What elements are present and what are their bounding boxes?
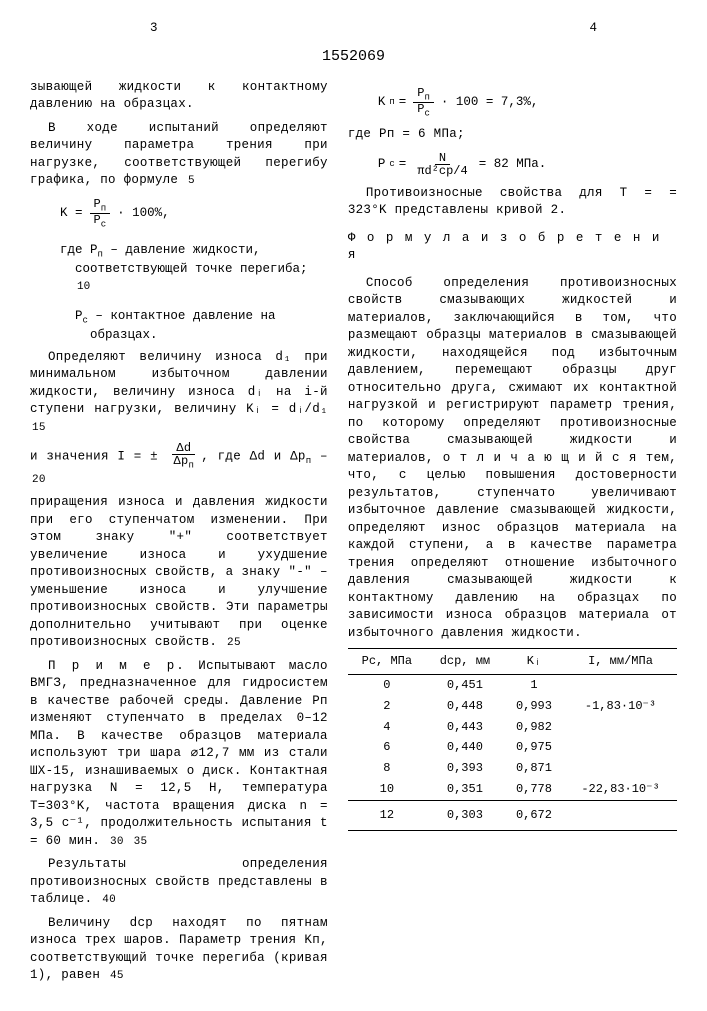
table-cell — [564, 737, 677, 758]
table-cell: 0,440 — [426, 737, 504, 758]
claims-heading: Ф о р м у л а и з о б р е т е н и я — [348, 230, 677, 265]
table-cell — [564, 675, 677, 696]
table-row: 80,3930,871 — [348, 758, 677, 779]
para: зывающей жидкости к контактному давлению… — [30, 79, 328, 114]
table-cell: 0,778 — [504, 779, 564, 800]
table-cell: -1,83·10⁻³ — [564, 696, 677, 717]
para: Противоизносные свойства для Т = = 323°K… — [348, 185, 677, 220]
doc-number: 1552069 — [30, 46, 677, 67]
formula-pc: Pс = N πd²ср/4 = 82 МПа. — [378, 152, 677, 177]
table-cell — [564, 800, 677, 830]
table-header: Kᵢ — [504, 649, 564, 675]
table-cell: 0,672 — [504, 800, 564, 830]
line-marker: 35 — [134, 836, 148, 848]
table-cell: 4 — [348, 717, 426, 738]
table-row: 120,3030,672 — [348, 800, 677, 830]
para: приращения износа и давления жидкости пр… — [30, 494, 328, 652]
line-marker: 30 — [110, 836, 124, 848]
table-cell: 2 — [348, 696, 426, 717]
table-cell: 8 — [348, 758, 426, 779]
table-cell: 0,982 — [504, 717, 564, 738]
line-marker: 45 — [110, 970, 124, 982]
page-num-right: 4 — [589, 20, 597, 38]
table-cell: 0,975 — [504, 737, 564, 758]
two-column-layout: зывающей жидкости к контактному давлению… — [30, 79, 677, 991]
claims-para: Способ определения противоизносных свойс… — [348, 275, 677, 643]
table-cell: 0,448 — [426, 696, 504, 717]
table-cell: 0 — [348, 675, 426, 696]
table-cell: 0,303 — [426, 800, 504, 830]
line-marker: 10 — [77, 281, 90, 293]
para: Определяют величину износа d₁ при минима… — [30, 349, 328, 437]
table-row: 00,4511 — [348, 675, 677, 696]
results-table: Pс, МПа dср, мм Kᵢ I, мм/МПа 00,451120,4… — [348, 648, 677, 830]
formula-k: K = Pп Pс · 100%, — [60, 198, 328, 230]
table-cell: 0,993 — [504, 696, 564, 717]
table-cell: 0,451 — [426, 675, 504, 696]
table-cell: 1 — [504, 675, 564, 696]
table-row: 60,4400,975 — [348, 737, 677, 758]
table-header: I, мм/МПа — [564, 649, 677, 675]
line-marker: 15 — [32, 422, 46, 434]
table-cell: 0,443 — [426, 717, 504, 738]
left-column: зывающей жидкости к контактному давлению… — [30, 79, 328, 991]
right-column: Kп = Pп Pс · 100 = 7,3%, где Pп = 6 МПа;… — [348, 79, 677, 991]
table-cell: 0,871 — [504, 758, 564, 779]
para: В ходе испытаний определяют величину пар… — [30, 120, 328, 190]
table-cell — [564, 717, 677, 738]
table-header: Pс, МПа — [348, 649, 426, 675]
where-clause: где Pп – давление жидкости, соответствую… — [45, 242, 328, 296]
line-marker: 25 — [227, 637, 241, 649]
table-cell: 10 — [348, 779, 426, 800]
table-cell: 6 — [348, 737, 426, 758]
table-row: 40,4430,982 — [348, 717, 677, 738]
para: и значения I = ± Δd Δpп , где Δd и Δpп –… — [30, 442, 328, 488]
page-num-left: 3 — [150, 20, 158, 38]
line-marker: 40 — [102, 894, 116, 906]
table-row: 20,4480,993-1,83·10⁻³ — [348, 696, 677, 717]
para: Величину dср находят по пятнам износа тр… — [30, 915, 328, 985]
line-marker: 20 — [32, 474, 46, 486]
para: Результаты определения противоизносных с… — [30, 856, 328, 909]
example-para: П р и м е р. Испытывают масло ВМГЗ, пред… — [30, 658, 328, 851]
where-clause: Pс – контактное давление на образцах. — [45, 308, 328, 345]
table-header: dср, мм — [426, 649, 504, 675]
table-cell — [564, 758, 677, 779]
table-cell: 0,351 — [426, 779, 504, 800]
table-cell: 0,393 — [426, 758, 504, 779]
table-row: 100,3510,778-22,83·10⁻³ — [348, 779, 677, 800]
table-cell: 12 — [348, 800, 426, 830]
formula-kp: Kп = Pп Pс · 100 = 7,3%, — [378, 87, 677, 119]
line-marker: 5 — [188, 175, 195, 187]
table-cell: -22,83·10⁻³ — [564, 779, 677, 800]
where-clause: где Pп = 6 МПа; — [348, 126, 677, 144]
